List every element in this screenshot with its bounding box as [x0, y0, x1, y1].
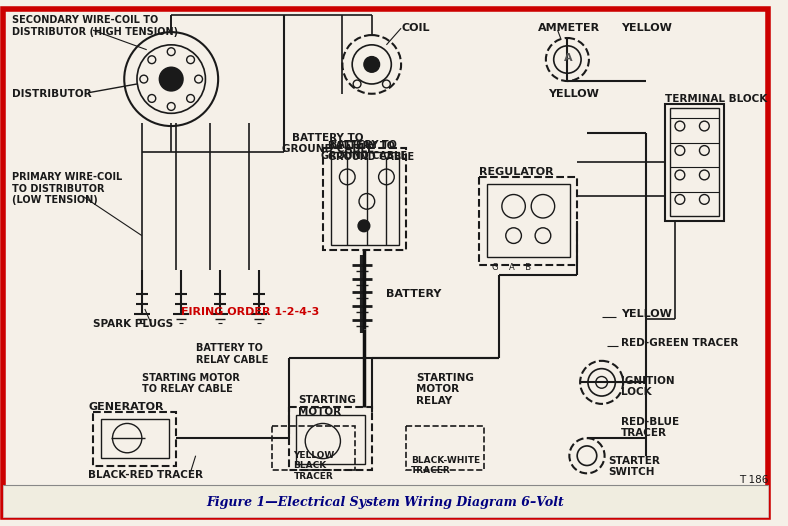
Bar	[93, 412, 176, 466]
Text: DISTRIBUTOR: DISTRIBUTOR	[12, 89, 91, 99]
Text: STARTING MOTOR
TO RELAY CABLE: STARTING MOTOR TO RELAY CABLE	[142, 372, 240, 394]
Text: A: A	[563, 53, 572, 63]
Text: AMMETER: AMMETER	[538, 23, 600, 33]
Text: RED-BLUE
TRACER: RED-BLUE TRACER	[621, 417, 679, 438]
Text: PRIMARY WIRE-COIL
TO DISTRIBUTOR
(LOW TENSION): PRIMARY WIRE-COIL TO DISTRIBUTOR (LOW TE…	[12, 172, 122, 205]
Text: BATTERY TO
GROUND CABLE: BATTERY TO GROUND CABLE	[321, 140, 407, 161]
Bar	[479, 177, 577, 265]
Bar	[272, 427, 355, 470]
Circle shape	[358, 220, 370, 231]
Text: YELLOW: YELLOW	[621, 309, 672, 319]
Text: STARTING
MOTOR: STARTING MOTOR	[299, 395, 356, 417]
Circle shape	[159, 67, 183, 91]
Text: BLACK-WHITE
TRACER: BLACK-WHITE TRACER	[411, 456, 480, 475]
Text: YELLOW
BLACK
TRACER: YELLOW BLACK TRACER	[293, 451, 335, 481]
Circle shape	[364, 57, 380, 72]
Bar	[323, 148, 406, 250]
Text: Figure 1—Electrical System Wiring Diagram 6–Volt: Figure 1—Electrical System Wiring Diagra…	[206, 496, 564, 509]
Bar	[487, 184, 571, 257]
Bar	[3, 485, 768, 518]
Text: G    A    B: G A B	[492, 263, 531, 272]
Text: FIRING ORDER 1-2-4-3: FIRING ORDER 1-2-4-3	[181, 307, 319, 317]
Text: RED-GREEN TRACER: RED-GREEN TRACER	[621, 338, 738, 348]
Text: GENERATOR: GENERATOR	[88, 402, 164, 412]
Text: STARTING
MOTOR
RELAY: STARTING MOTOR RELAY	[416, 372, 474, 406]
Bar	[101, 419, 169, 458]
Text: TERMINAL BLOCK: TERMINAL BLOCK	[665, 94, 768, 104]
Bar	[331, 153, 400, 246]
Bar	[670, 108, 719, 216]
Text: BLACK-RED TRACER: BLACK-RED TRACER	[88, 470, 203, 480]
Text: BATTERY TO
GROUND CABLE: BATTERY TO GROUND CABLE	[281, 133, 374, 155]
Bar	[288, 407, 372, 470]
Text: BATTERY: BATTERY	[386, 289, 442, 299]
Text: STARTER
SWITCH: STARTER SWITCH	[608, 456, 660, 477]
Text: SPARK PLUGS: SPARK PLUGS	[93, 319, 173, 329]
Text: REGULATOR: REGULATOR	[479, 167, 554, 177]
Text: COIL: COIL	[401, 23, 429, 33]
Text: YELLOW: YELLOW	[548, 89, 599, 99]
Bar	[665, 104, 724, 221]
Bar	[296, 414, 365, 463]
Bar	[406, 427, 485, 470]
Text: T 186: T 186	[738, 476, 768, 485]
Text: IGNITION
LOCK: IGNITION LOCK	[621, 376, 675, 397]
Text: SECONDARY WIRE-COIL TO
DISTRIBUTOR (HIGH TENSION): SECONDARY WIRE-COIL TO DISTRIBUTOR (HIGH…	[12, 15, 178, 37]
Text: YELLOW: YELLOW	[621, 23, 672, 33]
Text: BATTERY TO
RELAY CABLE: BATTERY TO RELAY CABLE	[195, 343, 268, 365]
Text: BATTERY TO
GROUND CABLE: BATTERY TO GROUND CABLE	[328, 141, 414, 163]
